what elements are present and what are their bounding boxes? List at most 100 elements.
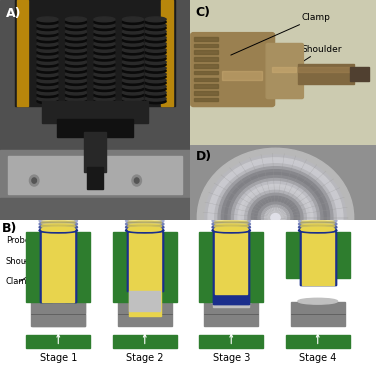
Ellipse shape [65, 32, 86, 37]
Bar [32, 302, 85, 313]
Bar [127, 232, 163, 291]
Bar [291, 302, 345, 326]
Bar [221, 71, 262, 80]
Ellipse shape [65, 23, 86, 28]
Ellipse shape [145, 41, 166, 46]
Ellipse shape [123, 96, 143, 101]
Bar [26, 232, 52, 302]
Bar [272, 67, 296, 73]
Ellipse shape [123, 93, 143, 98]
Ellipse shape [123, 62, 143, 67]
Bar [15, 0, 175, 106]
Ellipse shape [145, 75, 166, 79]
Ellipse shape [123, 66, 143, 70]
Circle shape [265, 208, 286, 227]
Ellipse shape [65, 68, 86, 73]
Ellipse shape [145, 90, 166, 95]
Text: C): C) [196, 6, 211, 19]
Text: A): A) [6, 7, 21, 19]
Bar [118, 302, 172, 326]
Ellipse shape [65, 38, 86, 43]
Bar [286, 232, 311, 278]
Ellipse shape [145, 56, 166, 61]
Ellipse shape [65, 41, 86, 46]
Ellipse shape [123, 50, 143, 55]
Ellipse shape [123, 68, 143, 73]
Text: Shoulder: Shoulder [290, 45, 342, 70]
Bar [194, 64, 218, 68]
Ellipse shape [145, 44, 166, 49]
Bar [300, 232, 336, 285]
Ellipse shape [94, 26, 115, 30]
Bar [213, 232, 249, 304]
Ellipse shape [145, 19, 166, 25]
Ellipse shape [65, 90, 86, 95]
Bar [151, 232, 177, 302]
Bar [129, 291, 160, 311]
Bar [213, 301, 249, 307]
Ellipse shape [123, 23, 143, 28]
Bar [194, 37, 218, 41]
Bar [0, 150, 190, 198]
Ellipse shape [37, 90, 58, 95]
Ellipse shape [94, 38, 115, 43]
Ellipse shape [37, 35, 58, 40]
Circle shape [261, 205, 290, 230]
Ellipse shape [123, 29, 143, 34]
Bar [324, 232, 350, 278]
Ellipse shape [123, 56, 143, 61]
FancyBboxPatch shape [191, 33, 274, 106]
Ellipse shape [94, 35, 115, 40]
Ellipse shape [37, 66, 58, 70]
Ellipse shape [123, 84, 143, 89]
Text: Clamp: Clamp [231, 13, 331, 55]
Bar [32, 314, 85, 326]
Circle shape [231, 178, 320, 257]
Text: Clamp: Clamp [6, 277, 32, 286]
Ellipse shape [65, 84, 86, 89]
Ellipse shape [65, 78, 86, 83]
Bar [194, 77, 218, 81]
Ellipse shape [123, 19, 143, 25]
Ellipse shape [94, 93, 115, 98]
Text: 5 mm: 5 mm [312, 305, 341, 315]
Ellipse shape [123, 90, 143, 95]
Ellipse shape [65, 66, 86, 70]
Circle shape [258, 202, 293, 233]
Ellipse shape [37, 19, 58, 25]
Ellipse shape [65, 47, 86, 52]
Bar [0, 198, 190, 220]
Ellipse shape [65, 87, 86, 91]
Circle shape [245, 190, 306, 245]
Ellipse shape [65, 50, 86, 55]
Ellipse shape [123, 78, 143, 83]
Ellipse shape [94, 62, 115, 67]
Ellipse shape [123, 54, 143, 58]
Bar [298, 64, 354, 84]
Ellipse shape [123, 38, 143, 43]
Ellipse shape [94, 96, 115, 101]
Ellipse shape [123, 47, 143, 52]
Ellipse shape [65, 29, 86, 34]
Ellipse shape [94, 19, 115, 25]
Ellipse shape [37, 81, 58, 86]
Ellipse shape [37, 60, 58, 65]
Ellipse shape [65, 35, 86, 40]
Ellipse shape [94, 54, 115, 58]
Ellipse shape [94, 47, 115, 52]
Ellipse shape [65, 60, 86, 65]
Bar [113, 335, 177, 348]
Ellipse shape [37, 93, 58, 98]
Bar [194, 84, 218, 88]
Ellipse shape [123, 41, 143, 46]
Ellipse shape [65, 26, 86, 30]
Bar [42, 101, 148, 123]
Bar [87, 167, 103, 189]
Ellipse shape [123, 60, 143, 65]
Bar [302, 232, 334, 285]
Bar [17, 0, 29, 106]
Text: Stage 4: Stage 4 [299, 353, 337, 363]
Circle shape [225, 172, 326, 263]
Bar [194, 57, 218, 61]
Ellipse shape [209, 297, 254, 305]
